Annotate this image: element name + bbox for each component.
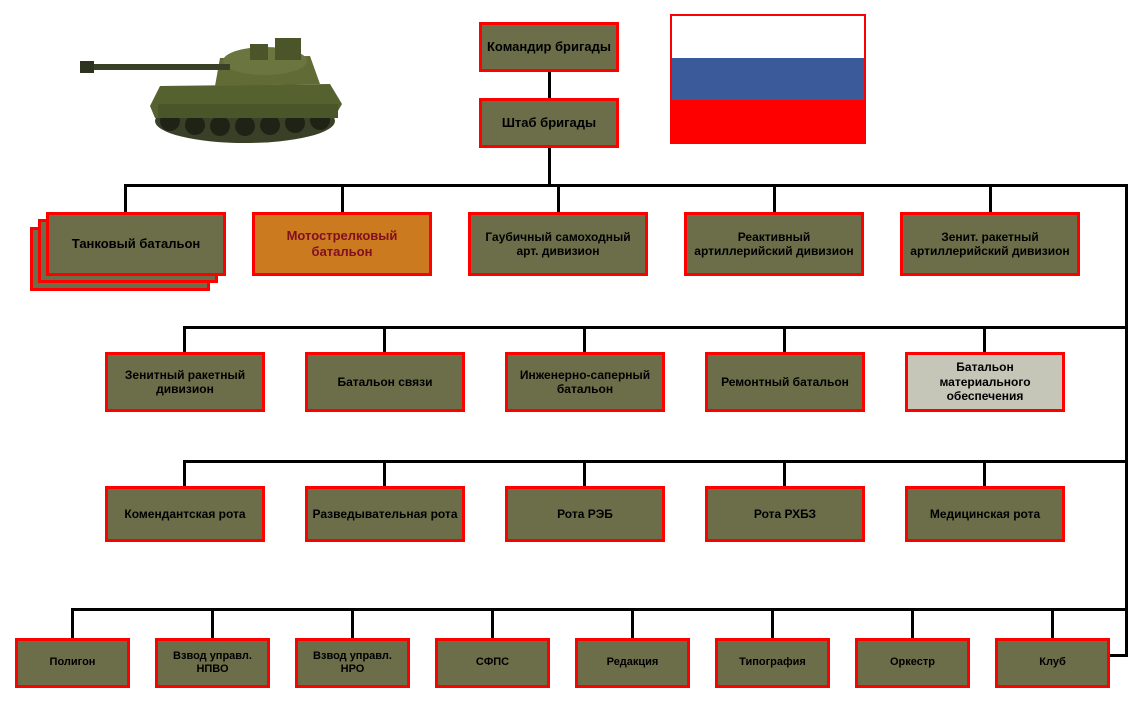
- box-commander: Командир бригады: [479, 22, 619, 72]
- label: СФПС: [476, 656, 509, 669]
- connector: [548, 148, 551, 184]
- connector: [211, 608, 214, 638]
- connector: [548, 72, 551, 98]
- label: Танковый батальон: [72, 236, 201, 252]
- label: Клуб: [1039, 656, 1065, 669]
- box-row4-2: Взвод управл. НРО: [295, 638, 410, 688]
- label: Ремонтный батальон: [721, 375, 849, 389]
- label: Рота РХБЗ: [754, 507, 816, 521]
- label: Взвод управл. НРО: [302, 650, 403, 676]
- box-row1-0: Танковый батальон: [46, 212, 226, 276]
- box-row4-0: Полигон: [15, 638, 130, 688]
- label: Оркестр: [890, 656, 935, 669]
- box-row2-0: Зенитный ракетный дивизион: [105, 352, 265, 412]
- label: Медицинская рота: [930, 507, 1040, 521]
- connector: [989, 184, 992, 212]
- connector: [124, 184, 127, 212]
- box-row3-2: Рота РЭБ: [505, 486, 665, 542]
- connector: [383, 326, 386, 352]
- label: Зенитный ракетный дивизион: [112, 368, 258, 397]
- box-row1-2: Гаубичный самоходный арт. дивизион: [468, 212, 648, 276]
- connector: [1125, 608, 1128, 654]
- connector: [124, 184, 1128, 187]
- flag-stripe-red: [672, 100, 864, 142]
- connector: [783, 326, 786, 352]
- connector: [183, 460, 1128, 463]
- connector: [583, 460, 586, 486]
- connector: [773, 184, 776, 212]
- box-row3-3: Рота РХБЗ: [705, 486, 865, 542]
- label: Редакция: [607, 656, 659, 669]
- label: Гаубичный самоходный арт. дивизион: [475, 230, 641, 259]
- connector: [911, 608, 914, 638]
- label: Мотострелковый батальон: [259, 228, 425, 259]
- box-row3-4: Медицинская рота: [905, 486, 1065, 542]
- box-row1-3: Реактивный артиллерийский дивизион: [684, 212, 864, 276]
- box-row4-4: Редакция: [575, 638, 690, 688]
- connector: [71, 608, 1128, 611]
- label: Зенит. ракетный артиллерийский дивизион: [907, 230, 1073, 259]
- connector: [351, 608, 354, 638]
- connector: [583, 326, 586, 352]
- flag-stripe-white: [672, 16, 864, 58]
- connector: [183, 460, 186, 486]
- box-row4-3: СФПС: [435, 638, 550, 688]
- connector: [771, 608, 774, 638]
- box-row4-1: Взвод управл. НПВО: [155, 638, 270, 688]
- connector: [983, 326, 986, 352]
- connector: [1125, 184, 1128, 654]
- box-row3-1: Разведывательная рота: [305, 486, 465, 542]
- label: Рота РЭБ: [557, 507, 613, 521]
- box-row2-1: Батальон связи: [305, 352, 465, 412]
- russian-flag: [670, 14, 866, 144]
- label: Типография: [739, 656, 806, 669]
- tank-illustration: [80, 6, 360, 146]
- box-row4-7: Клуб: [995, 638, 1110, 688]
- box-row2-3: Ремонтный батальон: [705, 352, 865, 412]
- box-row3-0: Комендантская рота: [105, 486, 265, 542]
- box-row1-1: Мотострелковый батальон: [252, 212, 432, 276]
- connector: [983, 460, 986, 486]
- connector: [631, 608, 634, 638]
- label-hq: Штаб бригады: [502, 115, 596, 131]
- connector: [71, 608, 74, 638]
- box-row2-2: Инженерно-саперный батальон: [505, 352, 665, 412]
- label: Инженерно-саперный батальон: [512, 368, 658, 397]
- flag-stripe-blue: [672, 58, 864, 100]
- label-commander: Командир бригады: [487, 39, 611, 55]
- connector: [1051, 608, 1054, 638]
- label: Полигон: [50, 656, 96, 669]
- label: Разведывательная рота: [312, 507, 457, 521]
- connector: [341, 184, 344, 212]
- box-row1-4: Зенит. ракетный артиллерийский дивизион: [900, 212, 1080, 276]
- label: Батальон материального обеспечения: [912, 360, 1058, 403]
- box-hq: Штаб бригады: [479, 98, 619, 148]
- label: Реактивный артиллерийский дивизион: [691, 230, 857, 259]
- label: Батальон связи: [338, 375, 433, 389]
- connector: [183, 326, 1128, 329]
- connector: [183, 326, 186, 352]
- connector: [783, 460, 786, 486]
- box-row4-6: Оркестр: [855, 638, 970, 688]
- box-row4-5: Типография: [715, 638, 830, 688]
- label: Взвод управл. НПВО: [162, 650, 263, 676]
- label: Комендантская рота: [124, 507, 245, 521]
- box-row2-4: Батальон материального обеспечения: [905, 352, 1065, 412]
- connector: [383, 460, 386, 486]
- connector: [557, 184, 560, 212]
- connector: [491, 608, 494, 638]
